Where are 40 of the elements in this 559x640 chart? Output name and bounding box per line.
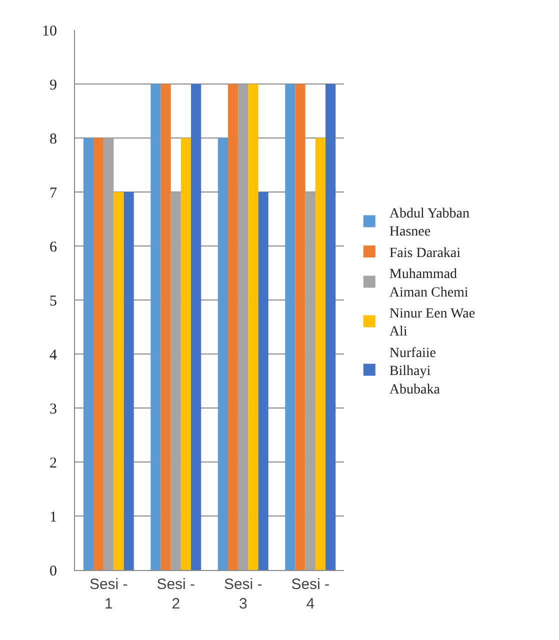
bar xyxy=(83,138,94,570)
bar xyxy=(315,138,326,570)
bar xyxy=(285,84,296,570)
y-tick-label: 1 xyxy=(50,509,57,526)
bar xyxy=(295,84,306,570)
y-tick-label: 9 xyxy=(50,77,57,94)
legend-label: Fais Darakai xyxy=(389,246,461,261)
x-tick-label: Sesi - 2 xyxy=(156,576,196,612)
y-tick-label: 2 xyxy=(50,455,57,472)
y-tick-label: 3 xyxy=(50,401,57,418)
x-tick-label: Sesi - 3 xyxy=(224,576,262,612)
y-tick-label: 6 xyxy=(50,239,58,256)
bar xyxy=(228,84,238,570)
y-tick-label: 0 xyxy=(50,563,57,580)
bar xyxy=(191,84,202,570)
bar xyxy=(248,84,258,570)
x-tick-label: Sesi - 4 xyxy=(291,576,330,612)
y-tick-label: 5 xyxy=(50,293,57,310)
bar xyxy=(238,84,248,570)
bar xyxy=(150,84,161,570)
x-tick-label: Sesi - 1 xyxy=(89,576,128,612)
bar xyxy=(258,192,268,570)
y-tick-label: 8 xyxy=(50,131,57,148)
y-tick-label: 7 xyxy=(50,185,58,202)
legend-label: Muhammad Aiman Chemi xyxy=(389,267,468,300)
bar xyxy=(305,192,316,570)
legend-label: Abdul Yabban Hasnee xyxy=(389,206,470,240)
y-tick-label: 4 xyxy=(50,347,58,364)
legend-label: Ninur Een Wae Ali xyxy=(389,306,476,340)
bar xyxy=(93,138,104,570)
legend-label: Nurfaiie Bilhayi Abubaka xyxy=(389,346,441,398)
bar xyxy=(124,192,134,570)
bar xyxy=(170,192,181,570)
bar xyxy=(218,138,228,570)
y-tick-label: 10 xyxy=(42,23,57,40)
bar xyxy=(104,138,114,570)
bar xyxy=(326,84,336,570)
bar xyxy=(114,192,124,570)
bar xyxy=(180,138,192,570)
bar xyxy=(160,84,171,570)
